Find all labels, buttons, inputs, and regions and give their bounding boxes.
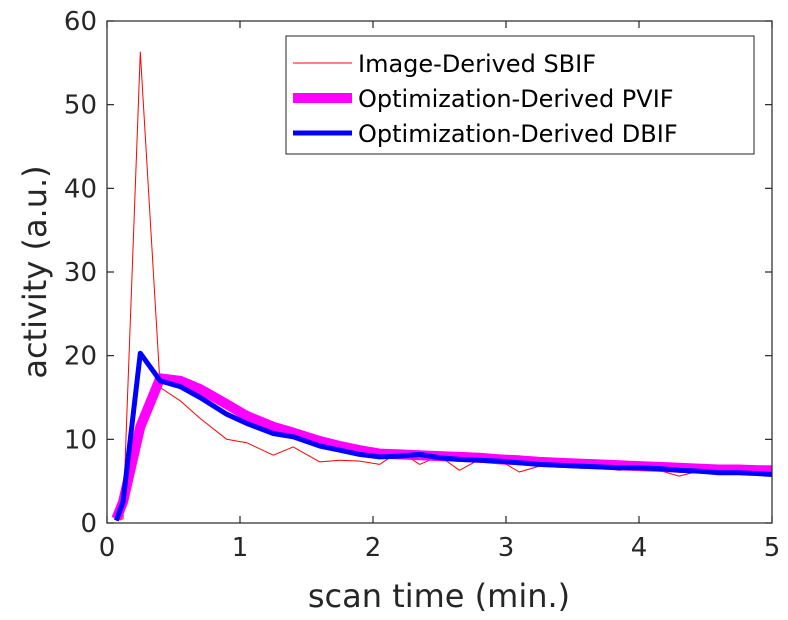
x-tick-label: 2: [365, 533, 382, 563]
y-tick-label: 20: [64, 342, 97, 372]
legend: Image-Derived SBIF Optimization-Derived P…: [285, 35, 755, 155]
y-tick-label: 50: [64, 91, 97, 121]
x-tick-label: 4: [631, 533, 648, 563]
y-tick-label: 0: [80, 509, 97, 539]
x-axis-label: scan time (min.): [308, 577, 570, 615]
series-line-optimization-derived-dbif: [113, 350, 773, 522]
legend-box: [285, 35, 755, 155]
y-tick-label: 30: [64, 258, 97, 288]
series-line-image-derived-sbif: [116, 51, 773, 521]
y-tick-label: 40: [64, 174, 97, 204]
y-axis-label: activity (a.u.): [16, 165, 54, 378]
x-tick-label: 1: [232, 533, 249, 563]
series-layer: [111, 51, 773, 522]
legend-label-optimization-derived-dbif: Optimization-Derived DBIF: [358, 120, 678, 148]
legend-label-optimization-derived-pvif: Optimization-Derived PVIF: [358, 85, 674, 113]
y-tick-label: 10: [64, 425, 97, 455]
x-tick-label: 5: [764, 533, 781, 563]
x-tick-label: 0: [99, 533, 116, 563]
legend-label-image-derived-sbif: Image-Derived SBIF: [358, 50, 596, 78]
x-tick-label: 3: [498, 533, 515, 563]
y-tick-label: 60: [64, 7, 97, 37]
